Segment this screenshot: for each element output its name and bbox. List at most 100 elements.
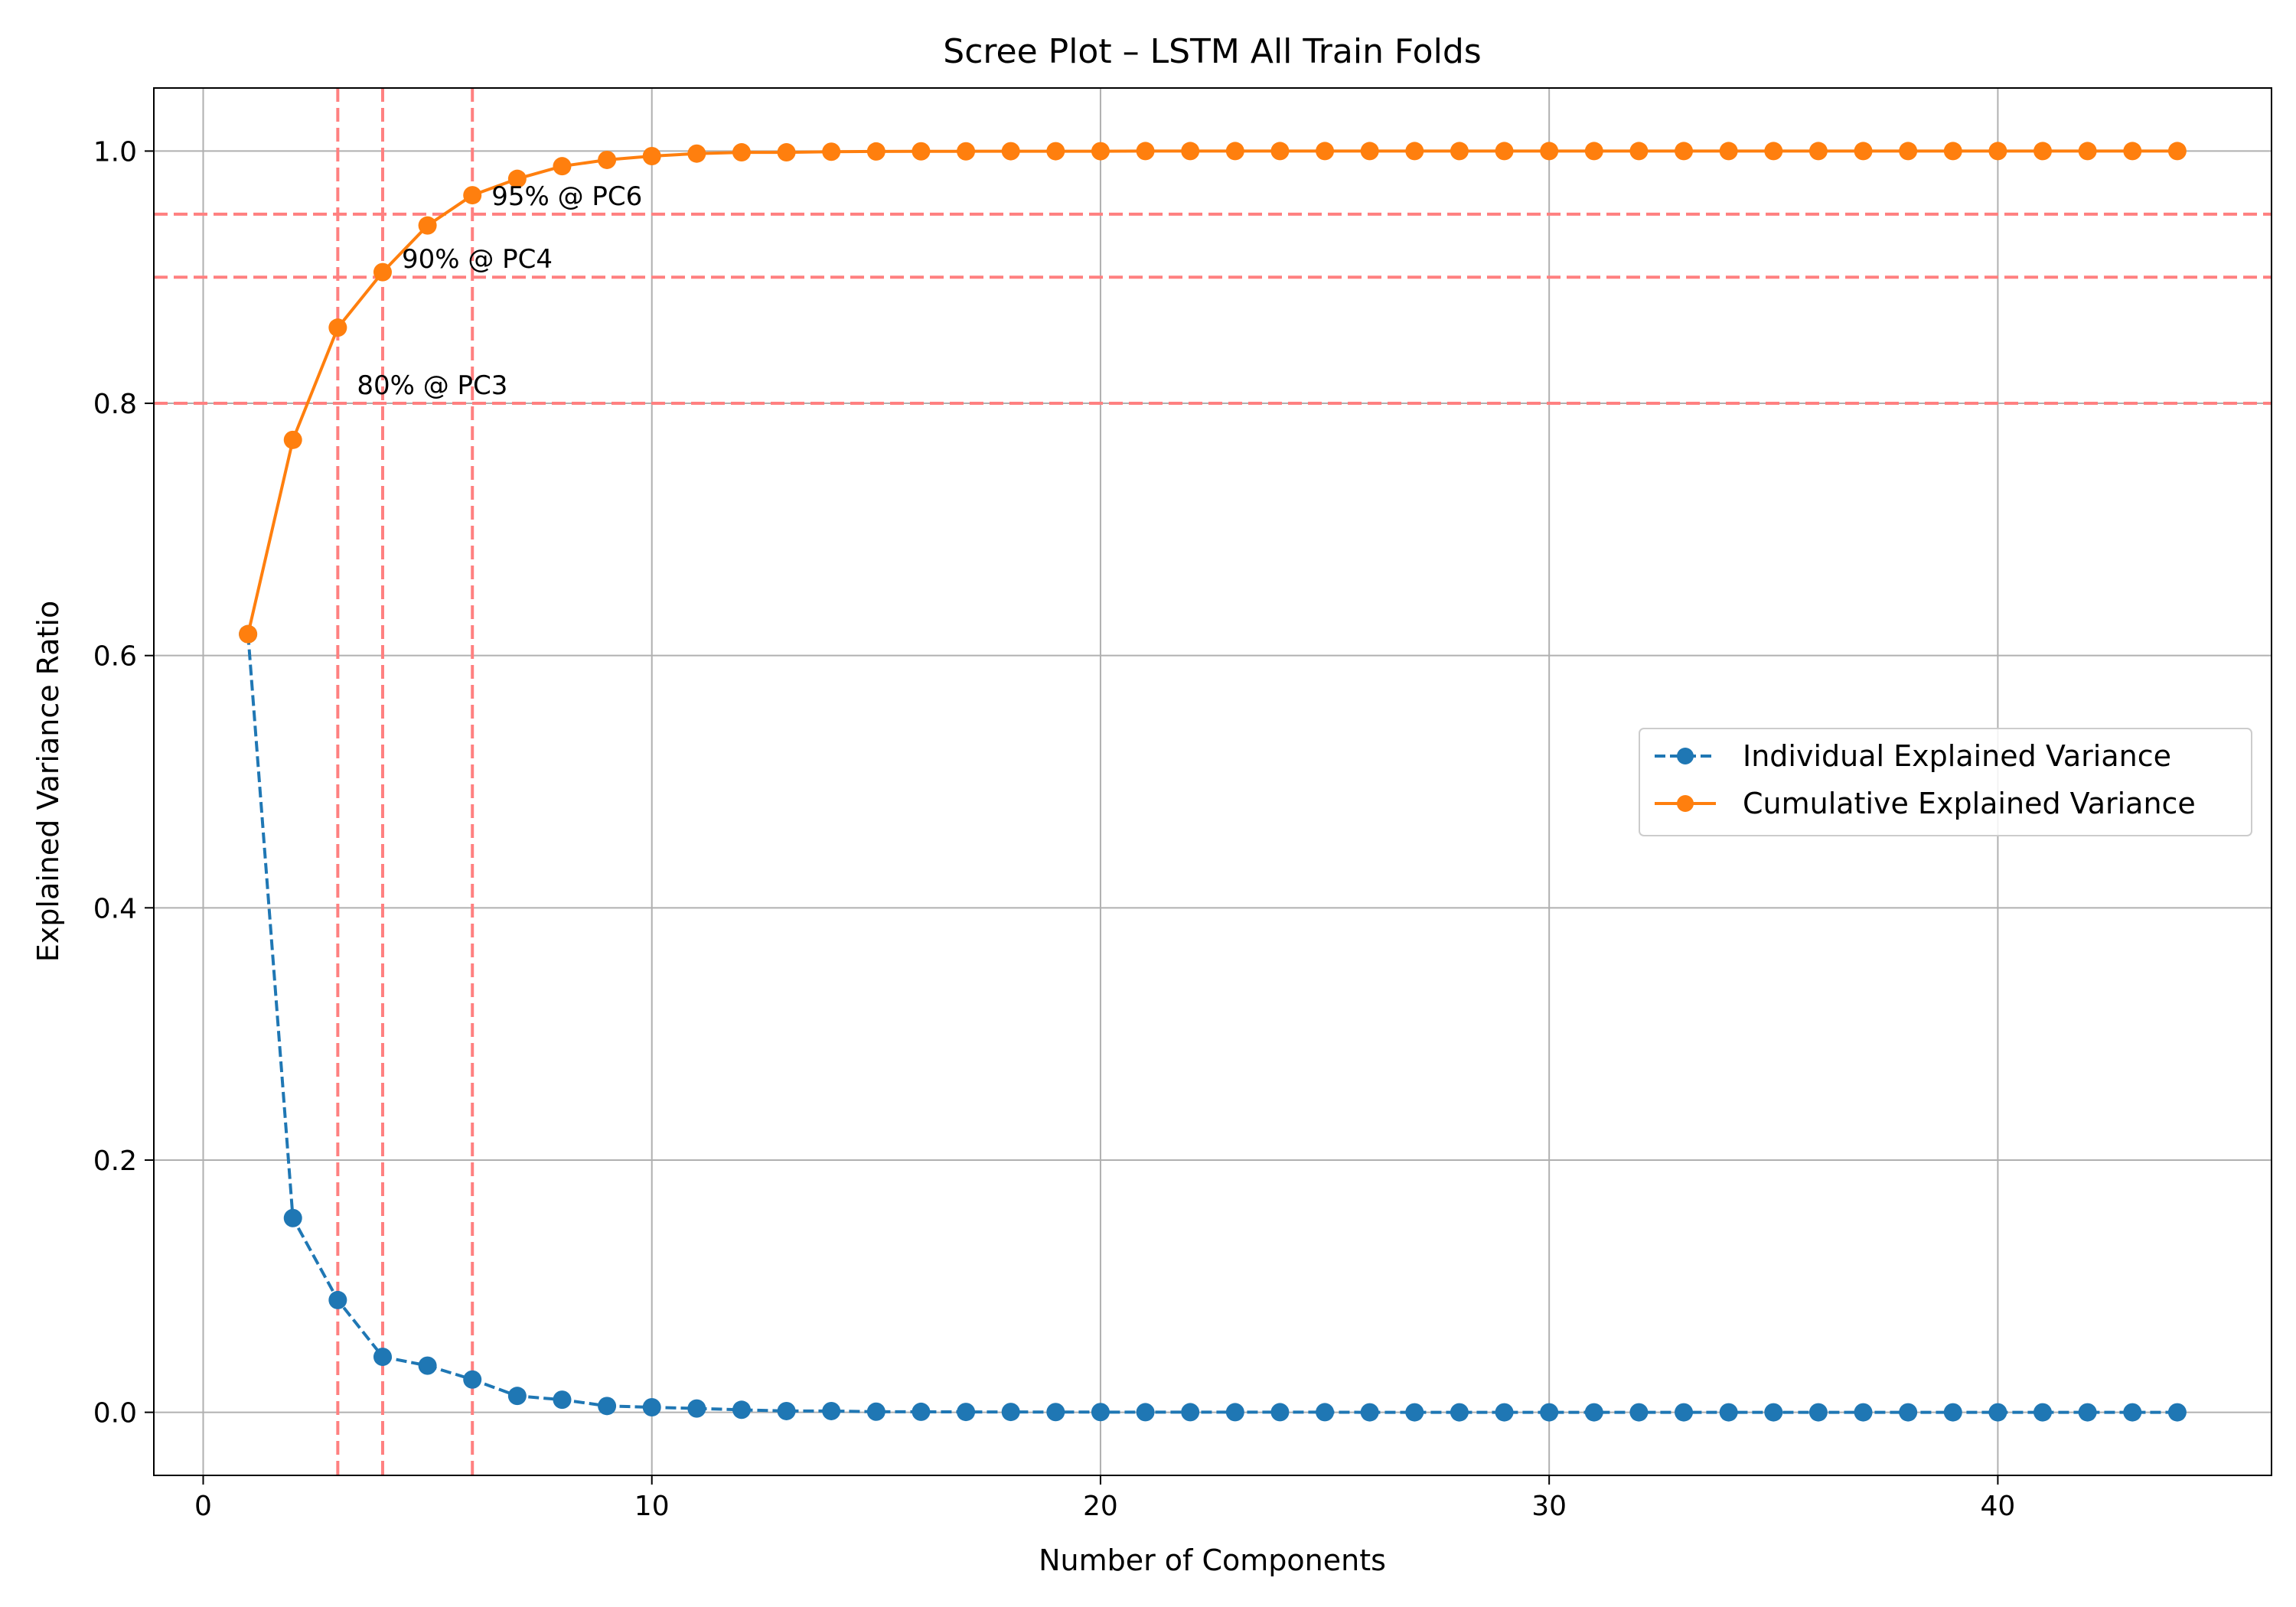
data-point — [1450, 142, 1469, 161]
series-cumulative — [239, 142, 2187, 644]
axis-ticks: 0 10 20 30 40 0.0 0.2 0.4 0.6 0.8 1.0 — [93, 136, 2016, 1522]
data-point — [912, 142, 931, 161]
data-point — [1405, 1403, 1424, 1422]
legend-label-individual: Individual Explained Variance — [1743, 739, 2171, 773]
threshold-annotation: 80% @ PC3 — [357, 370, 507, 401]
data-point — [1719, 1403, 1738, 1422]
threshold-annotation: 95% @ PC6 — [491, 181, 642, 212]
data-point — [1540, 1403, 1559, 1422]
chart-title: Scree Plot – LSTM All Train Folds — [943, 32, 1481, 71]
legend: Individual Explained Variance Cumulative… — [1639, 728, 2252, 836]
data-point — [1225, 142, 1244, 161]
series-layer — [239, 142, 2187, 1422]
data-point — [283, 430, 302, 449]
x-tick-label: 10 — [634, 1491, 670, 1522]
legend-label-cumulative: Cumulative Explained Variance — [1743, 787, 2196, 820]
data-point — [1540, 142, 1559, 161]
data-point — [2167, 1403, 2187, 1422]
legend-marker-individual — [1677, 748, 1694, 764]
data-point — [1675, 1403, 1694, 1422]
data-point — [507, 169, 527, 188]
data-point — [1360, 142, 1379, 161]
data-point — [1764, 1403, 1783, 1422]
data-point — [822, 142, 841, 161]
data-point — [1046, 142, 1065, 161]
data-point — [732, 143, 751, 162]
data-point — [1316, 1403, 1335, 1422]
legend-marker-cumulative — [1677, 795, 1694, 812]
x-tick-label: 30 — [1531, 1491, 1567, 1522]
data-point — [1988, 1403, 2007, 1422]
data-point — [642, 1397, 661, 1416]
data-point — [2078, 1403, 2097, 1422]
data-point — [1495, 142, 1514, 161]
y-tick-label: 0.6 — [93, 641, 137, 673]
data-point — [373, 1348, 392, 1367]
data-point — [1091, 1403, 1110, 1422]
data-point — [2033, 142, 2053, 161]
data-point — [1001, 142, 1020, 161]
data-point — [1808, 142, 1828, 161]
threshold-annotation: 90% @ PC4 — [402, 244, 553, 275]
data-point — [2167, 142, 2187, 161]
data-point — [1584, 1403, 1603, 1422]
data-point — [463, 1370, 482, 1389]
legend-box — [1639, 728, 2252, 836]
data-point — [1360, 1403, 1379, 1422]
data-point — [2123, 1403, 2142, 1422]
data-point — [1943, 142, 1962, 161]
data-point — [1046, 1403, 1065, 1422]
data-point — [1181, 1403, 1200, 1422]
data-point — [777, 1401, 796, 1420]
data-point — [373, 262, 392, 282]
data-point — [2033, 1403, 2053, 1422]
data-point — [912, 1402, 931, 1421]
data-point — [1808, 1403, 1828, 1422]
data-point — [1675, 142, 1694, 161]
data-point — [553, 1390, 572, 1410]
data-point — [463, 186, 482, 205]
data-point — [1450, 1403, 1469, 1422]
data-point — [1943, 1403, 1962, 1422]
data-point — [1181, 142, 1200, 161]
data-point — [328, 1290, 347, 1309]
data-point — [1091, 142, 1110, 161]
y-axis-label: Explained Variance Ratio — [31, 601, 65, 962]
data-point — [418, 1356, 437, 1375]
data-point — [957, 1403, 976, 1422]
data-point — [642, 147, 661, 166]
data-point — [2078, 142, 2097, 161]
data-point — [866, 142, 885, 161]
data-point — [1270, 1403, 1290, 1422]
data-point — [1584, 142, 1603, 161]
x-tick-label: 0 — [194, 1491, 212, 1522]
data-point — [1629, 1403, 1649, 1422]
data-point — [1495, 1403, 1514, 1422]
data-point — [418, 216, 437, 235]
data-point — [1988, 142, 2007, 161]
x-tick-label: 20 — [1083, 1491, 1118, 1522]
data-point — [957, 142, 976, 161]
data-point — [1405, 142, 1424, 161]
data-point — [553, 157, 572, 176]
y-tick-label: 1.0 — [93, 136, 137, 168]
x-tick-label: 40 — [1980, 1491, 2015, 1522]
data-point — [687, 1399, 706, 1418]
data-point — [1899, 142, 1918, 161]
data-point — [328, 318, 347, 337]
y-tick-label: 0.2 — [93, 1146, 137, 1177]
x-axis-label: Number of Components — [1039, 1543, 1386, 1577]
data-point — [507, 1387, 527, 1406]
data-point — [1719, 142, 1738, 161]
annotations: 80% @ PC3 90% @ PC4 95% @ PC6 — [357, 181, 642, 401]
data-point — [1270, 142, 1290, 161]
data-point — [1854, 142, 1873, 161]
y-tick-label: 0.0 — [93, 1398, 137, 1429]
data-point — [1001, 1403, 1020, 1422]
data-point — [239, 624, 258, 644]
data-point — [687, 144, 706, 163]
data-point — [866, 1402, 885, 1421]
data-point — [283, 1208, 302, 1227]
data-point — [1854, 1403, 1873, 1422]
